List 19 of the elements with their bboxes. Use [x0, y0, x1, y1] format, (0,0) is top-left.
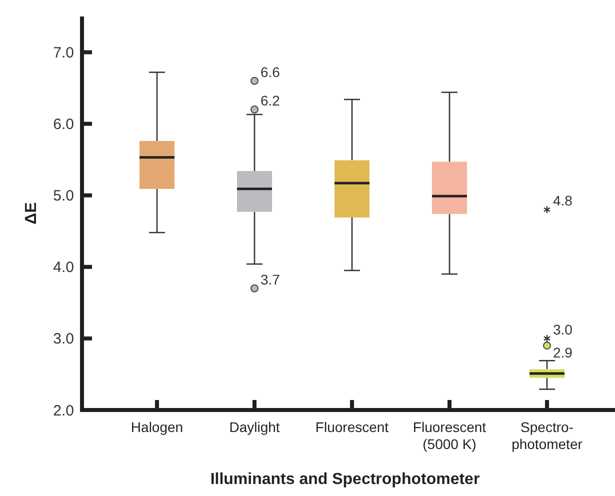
y-axis-title: ΔE	[23, 202, 40, 224]
y-tick-label: 3.0	[53, 330, 74, 348]
annotation: 4.8	[553, 192, 573, 209]
x-tick-label: Fluorescent (5000 K)	[412, 419, 486, 452]
y-tick-label: 5.0	[53, 188, 74, 205]
x-tick-label: Fluorescent	[315, 419, 389, 435]
x-tick-label: Spectro- photometer	[512, 419, 583, 452]
y-tick-label: 7.0	[53, 44, 74, 62]
annotation: 3.7	[260, 271, 280, 288]
x-axis-title: Illuminants and Spectrophotometer	[210, 471, 480, 488]
x-tick-label: Halogen	[130, 419, 184, 435]
y-tick-label: 4.0	[53, 259, 74, 276]
annotation: 3.0	[553, 321, 573, 338]
annotation: 6.6	[260, 64, 280, 80]
annotation: 6.2	[260, 92, 280, 108]
x-tick-label: Daylight	[229, 419, 280, 435]
annotation: 2.9	[553, 344, 573, 361]
y-tick-label: 2.0	[53, 402, 74, 420]
y-tick-label: 6.0	[53, 116, 74, 134]
